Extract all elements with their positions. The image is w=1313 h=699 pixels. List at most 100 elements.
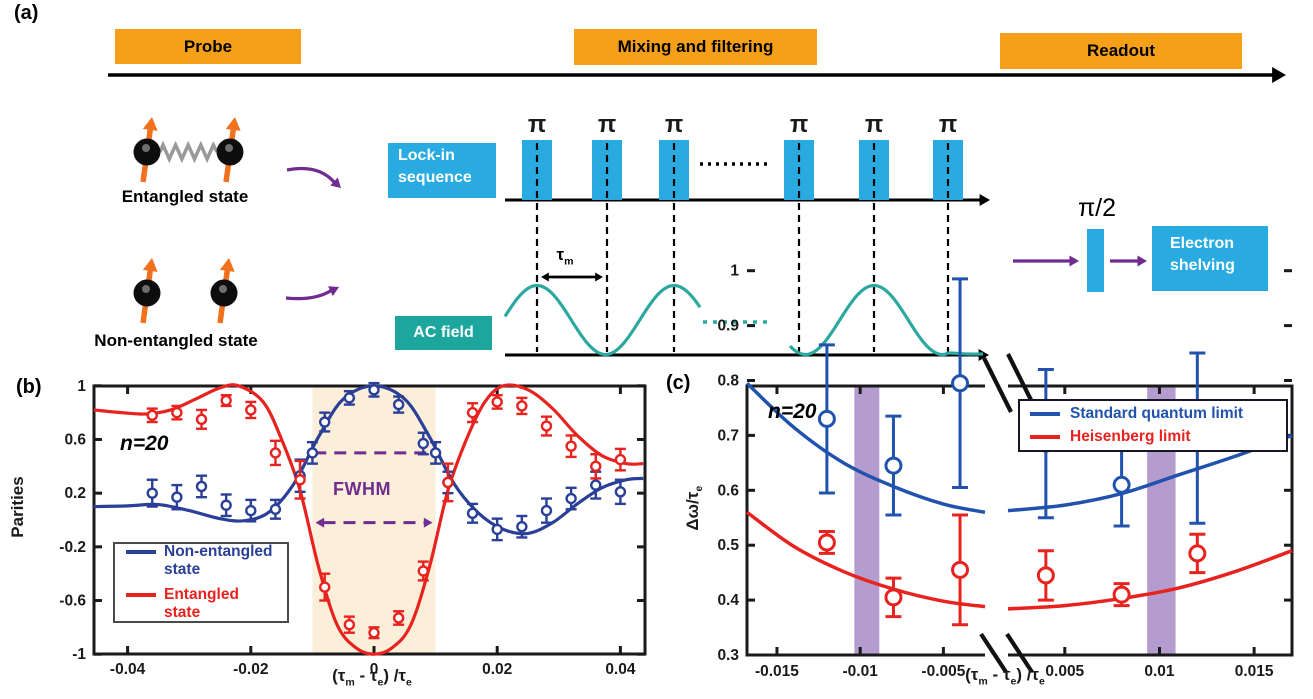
resonance-band [854,386,880,655]
panel-c-curve-1 [745,510,1293,611]
arrowhead [219,258,235,272]
pi-half-pulse-label: π/2 [1077,194,1117,222]
data-point [417,437,429,450]
panel-c-legend: Standard quantum limit Heisenberg limit [1018,399,1288,452]
svg-text:1: 1 [730,263,739,280]
data-point [540,420,553,432]
data-point [306,447,319,459]
arrowhead [330,177,341,188]
svg-text:-0.005: -0.005 [921,663,965,680]
ion-highlight [142,144,150,152]
svg-text:0: 0 [370,661,379,678]
phase-dashed-lines [535,143,950,352]
data-point [1112,475,1131,494]
ion-ball [216,138,244,166]
legend-swatch-non-entangled [126,549,156,554]
panel-c-points-0 [817,277,1207,528]
legend-swatch-sql [1030,411,1060,416]
svg-text:π: π [528,111,546,138]
data-point [466,406,479,419]
panel-b-points-0 [146,381,627,542]
svg-text:-0.015: -0.015 [755,663,799,680]
purple-flow-arrows [285,166,1147,301]
data-point [195,480,208,493]
panel-c-axes: -0.015 -0.01 -0.005 1 0.9 0.8 0.7 0.6 0.5 0.4 0.3 0… [717,263,1294,680]
ion-ball [133,138,161,166]
data-point [565,492,577,505]
fwhm-markers [314,451,438,528]
legend-swatch-heisenberg [1030,435,1060,440]
arrowhead [225,117,241,131]
data-point [220,499,232,511]
data-point [269,447,282,459]
arrowhead [423,517,433,528]
data-point [442,476,454,489]
panel-b-y-axis-label: Parities [8,476,27,538]
legend-label-entangled: Entangled state [164,585,239,621]
data-point [1112,585,1131,604]
tau-m-label: τm [556,245,574,268]
svg-text:-0.01: -0.01 [843,663,879,680]
data-point [220,394,232,407]
data-point [171,406,183,419]
panel-b-points-1 [146,393,627,640]
legend-item-heisenberg: Heisenberg limit [1030,428,1276,446]
arrowhead [142,117,158,131]
arrowhead [978,349,989,361]
data-point [884,456,903,475]
panel-b-curve-0 [93,384,644,536]
panel-b-curve-1 [93,383,644,656]
svg-text:-1: -1 [72,646,86,663]
axis-break-marks [979,353,1037,674]
ac-wave-left [503,283,702,357]
svg-text:-0.6: -0.6 [59,593,86,610]
stage-box-mixing-filtering: Mixing and filtering [574,29,817,65]
svg-text:0.4: 0.4 [717,592,739,609]
panel-b-legend: Non-entangled state Entangled state [113,542,289,623]
legend-label-heisenberg: Heisenberg limit [1070,428,1191,445]
spring-coupling [158,140,219,164]
data-point [540,504,553,517]
svg-text:π: π [665,111,683,138]
ac-field-box: AC field [395,316,492,350]
data-point [590,460,602,473]
data-point [245,404,257,416]
ac-field-wave [503,283,989,361]
panel-b-chart [312,386,436,654]
data-point [417,565,429,577]
svg-text:0.7: 0.7 [717,427,739,444]
panel-b-n-annotation: n=20 [120,432,169,455]
svg-text:0.8: 0.8 [717,373,739,390]
data-point [343,392,356,404]
data-point [590,479,602,491]
arrowhead [328,286,339,297]
panel-c-curve-0 [745,381,1293,514]
legend-swatch-entangled [126,592,156,597]
data-point [817,409,836,428]
panel-c-x-axis-label: (τm - τe) /τe [965,665,1045,688]
data-point [146,487,158,499]
data-point [269,503,282,515]
ion-ball [210,279,238,307]
panel-c-y-axis-label: Δω/τe [682,485,706,531]
data-point [516,400,528,412]
data-point [245,504,257,517]
entangled-state-label: Entangled state [121,187,249,206]
shelving-line-2: shelving [1170,256,1235,274]
data-point [146,409,158,422]
lockin-line-2: sequence [398,168,472,186]
electron-shelving-box: Electron shelving [1152,226,1268,291]
svg-text:-0.2: -0.2 [59,539,86,556]
svg-text:0.01: 0.01 [1144,663,1175,680]
ac-wave-right [788,283,984,357]
svg-text:0.04: 0.04 [605,661,636,678]
panel-b-label: (b) [16,376,42,398]
arrowhead [142,258,158,272]
svg-text:0.2: 0.2 [64,485,86,502]
data-point [1188,544,1207,563]
data-point [368,627,380,639]
arrowhead [1069,255,1079,267]
arrowhead [1272,67,1286,83]
